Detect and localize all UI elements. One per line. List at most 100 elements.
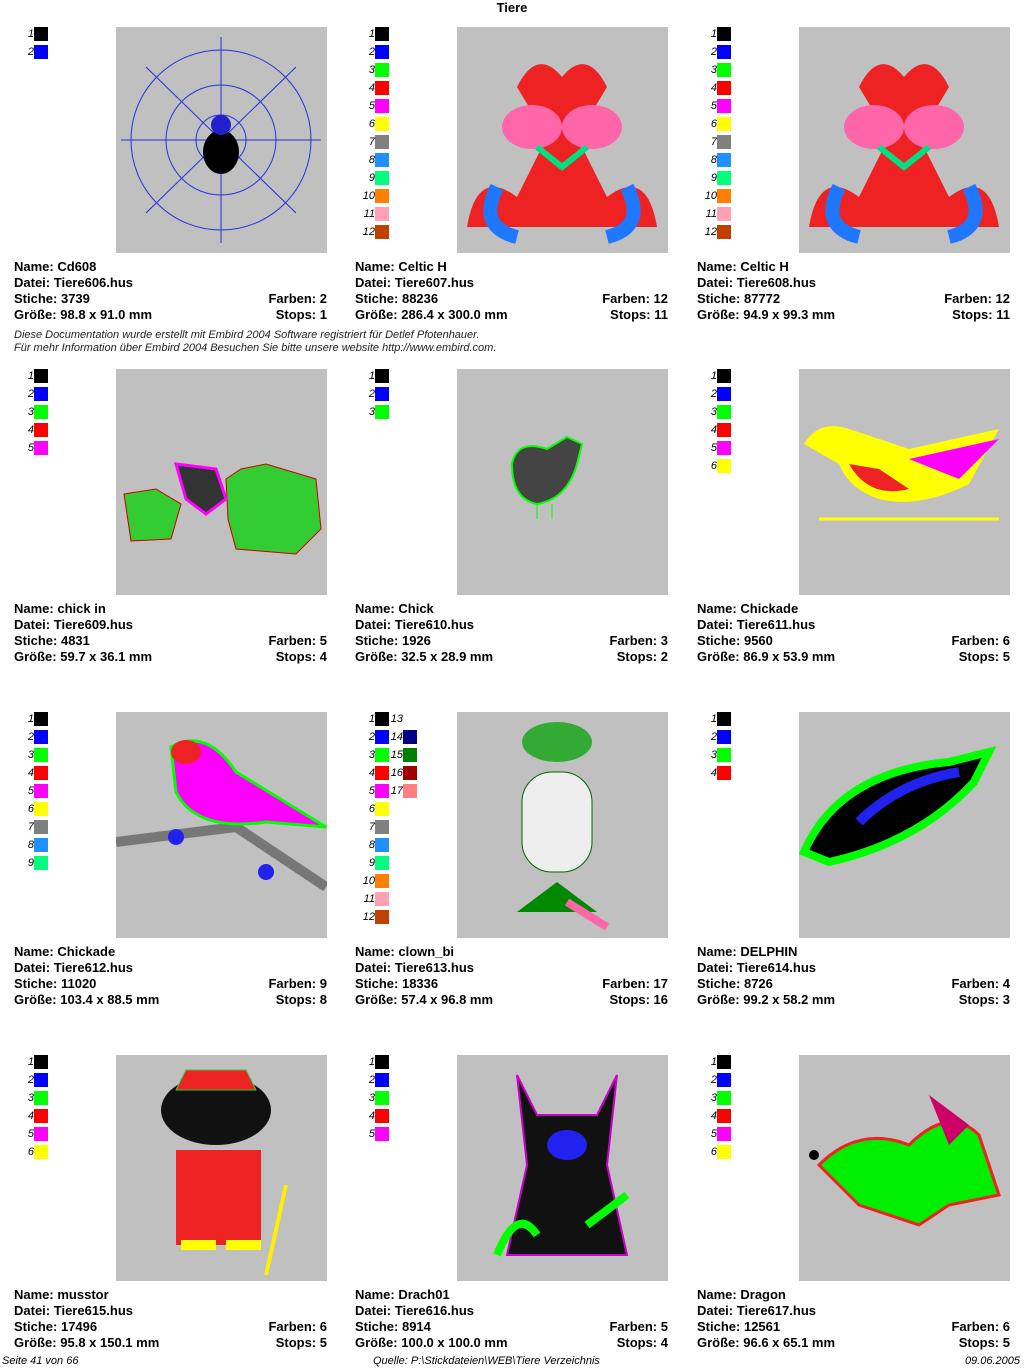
thread-swatch: 3 (361, 63, 389, 81)
design-card: 1 2 3 4 5 6 7 8 9 10 11 12 13 14 15 16 17 Name: clown_bi… (355, 712, 675, 1042)
thread-number: 1 (710, 370, 717, 382)
design-stitches: Stiche: 18336 (355, 976, 439, 991)
thread-swatch: 1 (703, 27, 731, 45)
thread-number: 13 (390, 713, 403, 725)
design-card: 1 2 3 4 5 Name: Drach01 Datei: Tiere616.hus … (355, 1055, 675, 1370)
thread-number: 6 (710, 460, 717, 472)
design-stitches: Stiche: 9560 (697, 633, 773, 648)
thread-color-box (375, 892, 389, 906)
thread-color-box (34, 1091, 48, 1105)
thread-color-box (717, 171, 731, 185)
thread-number: 8 (368, 839, 375, 851)
design-name: Name: Chick (355, 601, 434, 616)
thread-color-box (717, 45, 731, 59)
thread-swatch: 5 (20, 1127, 48, 1145)
thread-swatch: 8 (361, 153, 389, 171)
thread-color-box (717, 766, 731, 780)
thread-number: 3 (710, 64, 717, 76)
thread-color-box (717, 730, 731, 744)
thread-color-box (717, 748, 731, 762)
thread-swatch: 3 (703, 1091, 731, 1109)
design-card: 1 2 3 4 5 6 7 8 9 Name: Chickade Datei: Tiere612… (14, 712, 334, 1042)
thread-color-box (34, 1055, 48, 1069)
design-stitches: Stiche: 4831 (14, 633, 90, 648)
thread-swatch: 3 (703, 748, 731, 766)
thread-number: 5 (710, 100, 717, 112)
thread-color-box (375, 784, 389, 798)
thread-color-box (375, 1055, 389, 1069)
thread-swatch: 12 (361, 910, 389, 928)
thread-number: 6 (710, 118, 717, 130)
design-stitches: Stiche: 1926 (355, 633, 431, 648)
design-card: 1 2 3 Name: Chick Datei: Tiere610.hus Stic… (355, 369, 675, 699)
design-stitches: Stiche: 17496 (14, 1319, 98, 1334)
design-colors: Farben: 17 (602, 976, 668, 991)
thread-swatch: 2 (20, 730, 48, 748)
thread-number: 10 (362, 875, 375, 887)
thread-swatch: 4 (703, 1109, 731, 1127)
thread-number: 9 (710, 172, 717, 184)
thread-number: 2 (27, 1074, 34, 1086)
design-size: Größe: 103.4 x 88.5 mm (14, 992, 160, 1007)
thread-color-box (375, 712, 389, 726)
thread-number: 4 (710, 767, 717, 779)
thread-swatch: 9 (361, 171, 389, 189)
thread-number: 4 (710, 1110, 717, 1122)
thread-number: 1 (27, 713, 34, 725)
design-file: Datei: Tiere613.hus (355, 960, 475, 975)
thread-color-box (403, 730, 417, 744)
thread-color-box (717, 207, 731, 221)
thread-color-box (717, 423, 731, 437)
thread-swatch: 8 (20, 838, 48, 856)
software-note: Diese Documentation wurde erstellt mit E… (14, 329, 496, 355)
design-preview-image (457, 369, 668, 595)
thread-number: 4 (27, 424, 34, 436)
thread-swatch: 4 (361, 766, 389, 784)
design-info: Name: chick in Datei: Tiere609.hus Stich… (14, 601, 327, 665)
thread-number: 11 (363, 893, 375, 905)
thread-color-box (375, 1091, 389, 1105)
design-card: 1 2 3 4 5 6 Name: Chickade Datei: Tiere611.hu… (697, 369, 1017, 699)
design-size: Größe: 100.0 x 100.0 mm (355, 1335, 508, 1350)
thread-number: 3 (368, 749, 375, 761)
thread-swatch: 11 (361, 892, 389, 910)
design-name: Name: Cd608 (14, 259, 97, 274)
thread-swatch: 6 (361, 117, 389, 135)
thread-swatch: 2 (361, 45, 389, 63)
thread-swatch: 3 (361, 405, 389, 423)
design-preview-image (115, 712, 329, 938)
thread-swatch: 2 (361, 387, 389, 405)
thread-color-box (34, 1109, 48, 1123)
thread-swatch: 1 (703, 1055, 731, 1073)
thread-swatch: 7 (361, 820, 389, 838)
thread-number: 2 (710, 731, 717, 743)
thread-color-box (403, 748, 417, 762)
thread-number: 2 (710, 46, 717, 58)
design-preview-image (457, 27, 668, 253)
design-colors: Farben: 5 (609, 1319, 668, 1334)
thread-swatch: 9 (703, 171, 731, 189)
design-name: Name: clown_bi (355, 944, 454, 959)
thread-number: 4 (368, 82, 375, 94)
thread-swatch: 1 (361, 1055, 389, 1073)
thread-number: 8 (710, 154, 717, 166)
thread-number: 9 (368, 857, 375, 869)
thread-color-box (375, 838, 389, 852)
design-colors: Farben: 2 (268, 291, 327, 306)
thread-number: 5 (27, 1128, 34, 1140)
thread-color-box (717, 135, 731, 149)
thread-color-box (34, 748, 48, 762)
design-preview-image (116, 369, 327, 595)
design-preview-image (116, 27, 327, 253)
thread-color-box (375, 27, 389, 41)
thread-swatch: 5 (361, 99, 389, 117)
thread-color-box (375, 910, 389, 924)
thread-swatch: 2 (20, 45, 48, 63)
thread-number: 3 (368, 64, 375, 76)
thread-swatch: 1 (361, 369, 389, 387)
thread-color-box (375, 748, 389, 762)
thread-color-box (34, 423, 48, 437)
thread-number: 3 (710, 406, 717, 418)
design-stitches: Stiche: 11020 (14, 976, 97, 991)
design-stops: Stops: 11 (952, 307, 1010, 322)
